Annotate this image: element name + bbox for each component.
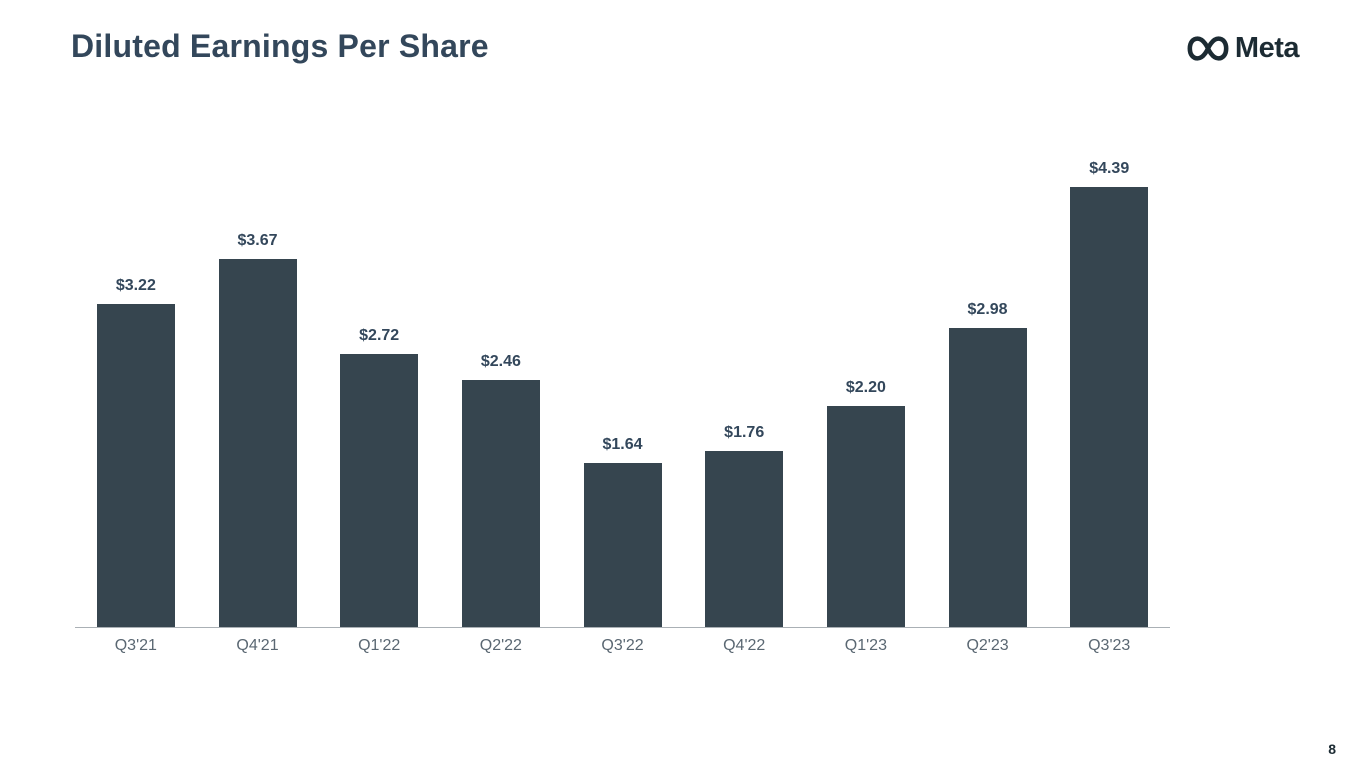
bar-value-label: $2.72 bbox=[359, 327, 400, 344]
meta-logo: Meta bbox=[1187, 32, 1300, 65]
bar-group: $3.22 $3.67 $2.72 $2.46 $1.64 $1.76 $2.20 $2.98… bbox=[75, 160, 1170, 628]
bar bbox=[1070, 187, 1149, 627]
bar-cell: $3.22 bbox=[75, 277, 197, 627]
page-title: Diluted Earnings Per Share bbox=[71, 28, 489, 64]
bar bbox=[705, 451, 784, 627]
bar-cell: $3.67 bbox=[197, 232, 319, 627]
x-axis-tick-label: Q1'22 bbox=[358, 637, 401, 654]
meta-logo-text: Meta bbox=[1234, 32, 1300, 64]
bar bbox=[583, 463, 662, 627]
bar-cell: $2.72 bbox=[318, 327, 440, 627]
bar-cell: $2.46 bbox=[440, 353, 562, 627]
bar-value-label: $3.22 bbox=[115, 277, 156, 294]
x-axis-tick-label: Q4'21 bbox=[236, 637, 279, 654]
x-axis-tick-label: Q3'21 bbox=[114, 637, 157, 654]
x-axis-tick-label: Q3'22 bbox=[601, 637, 644, 654]
page-number: 8 bbox=[1328, 741, 1336, 757]
slide-header: Diluted Earnings Per Share Meta bbox=[71, 28, 1300, 65]
bar bbox=[96, 304, 175, 627]
bar-value-label: $3.67 bbox=[237, 232, 278, 249]
x-axis-tick-label: Q3'23 bbox=[1088, 637, 1131, 654]
bar bbox=[826, 406, 905, 627]
bar-cell: $2.20 bbox=[805, 379, 927, 627]
bar-cell: $4.39 bbox=[1048, 160, 1170, 627]
bar-value-label: $2.20 bbox=[845, 379, 886, 396]
bar-cell: $1.64 bbox=[562, 436, 684, 627]
bar-cell: $1.76 bbox=[683, 424, 805, 627]
x-axis-tick-label: Q2'22 bbox=[479, 637, 522, 654]
bar-value-label: $1.76 bbox=[724, 424, 765, 441]
bar-cell: $2.98 bbox=[927, 301, 1049, 627]
bar bbox=[948, 328, 1027, 627]
bar-value-label: $1.64 bbox=[602, 436, 643, 453]
bar-value-label: $2.98 bbox=[967, 301, 1008, 318]
bar bbox=[218, 259, 297, 627]
x-axis-tick-label: Q2'23 bbox=[966, 637, 1009, 654]
meta-infinity-icon bbox=[1187, 35, 1229, 62]
bar-value-label: $4.39 bbox=[1089, 160, 1130, 177]
bar bbox=[340, 354, 419, 627]
bar-value-label: $2.46 bbox=[480, 353, 521, 370]
eps-bar-chart: $3.22 $3.67 $2.72 $2.46 $1.64 $1.76 $2.20 $2.98… bbox=[75, 160, 1170, 655]
x-axis-tick-label: Q1'23 bbox=[844, 637, 887, 654]
bar bbox=[461, 380, 540, 627]
x-axis-tick-label: Q4'22 bbox=[723, 637, 766, 654]
x-axis-tick-row: Q3'21 Q4'21 Q1'22 Q2'22 Q3'22 Q4'22 Q1'23 Q2'23… bbox=[75, 637, 1170, 655]
